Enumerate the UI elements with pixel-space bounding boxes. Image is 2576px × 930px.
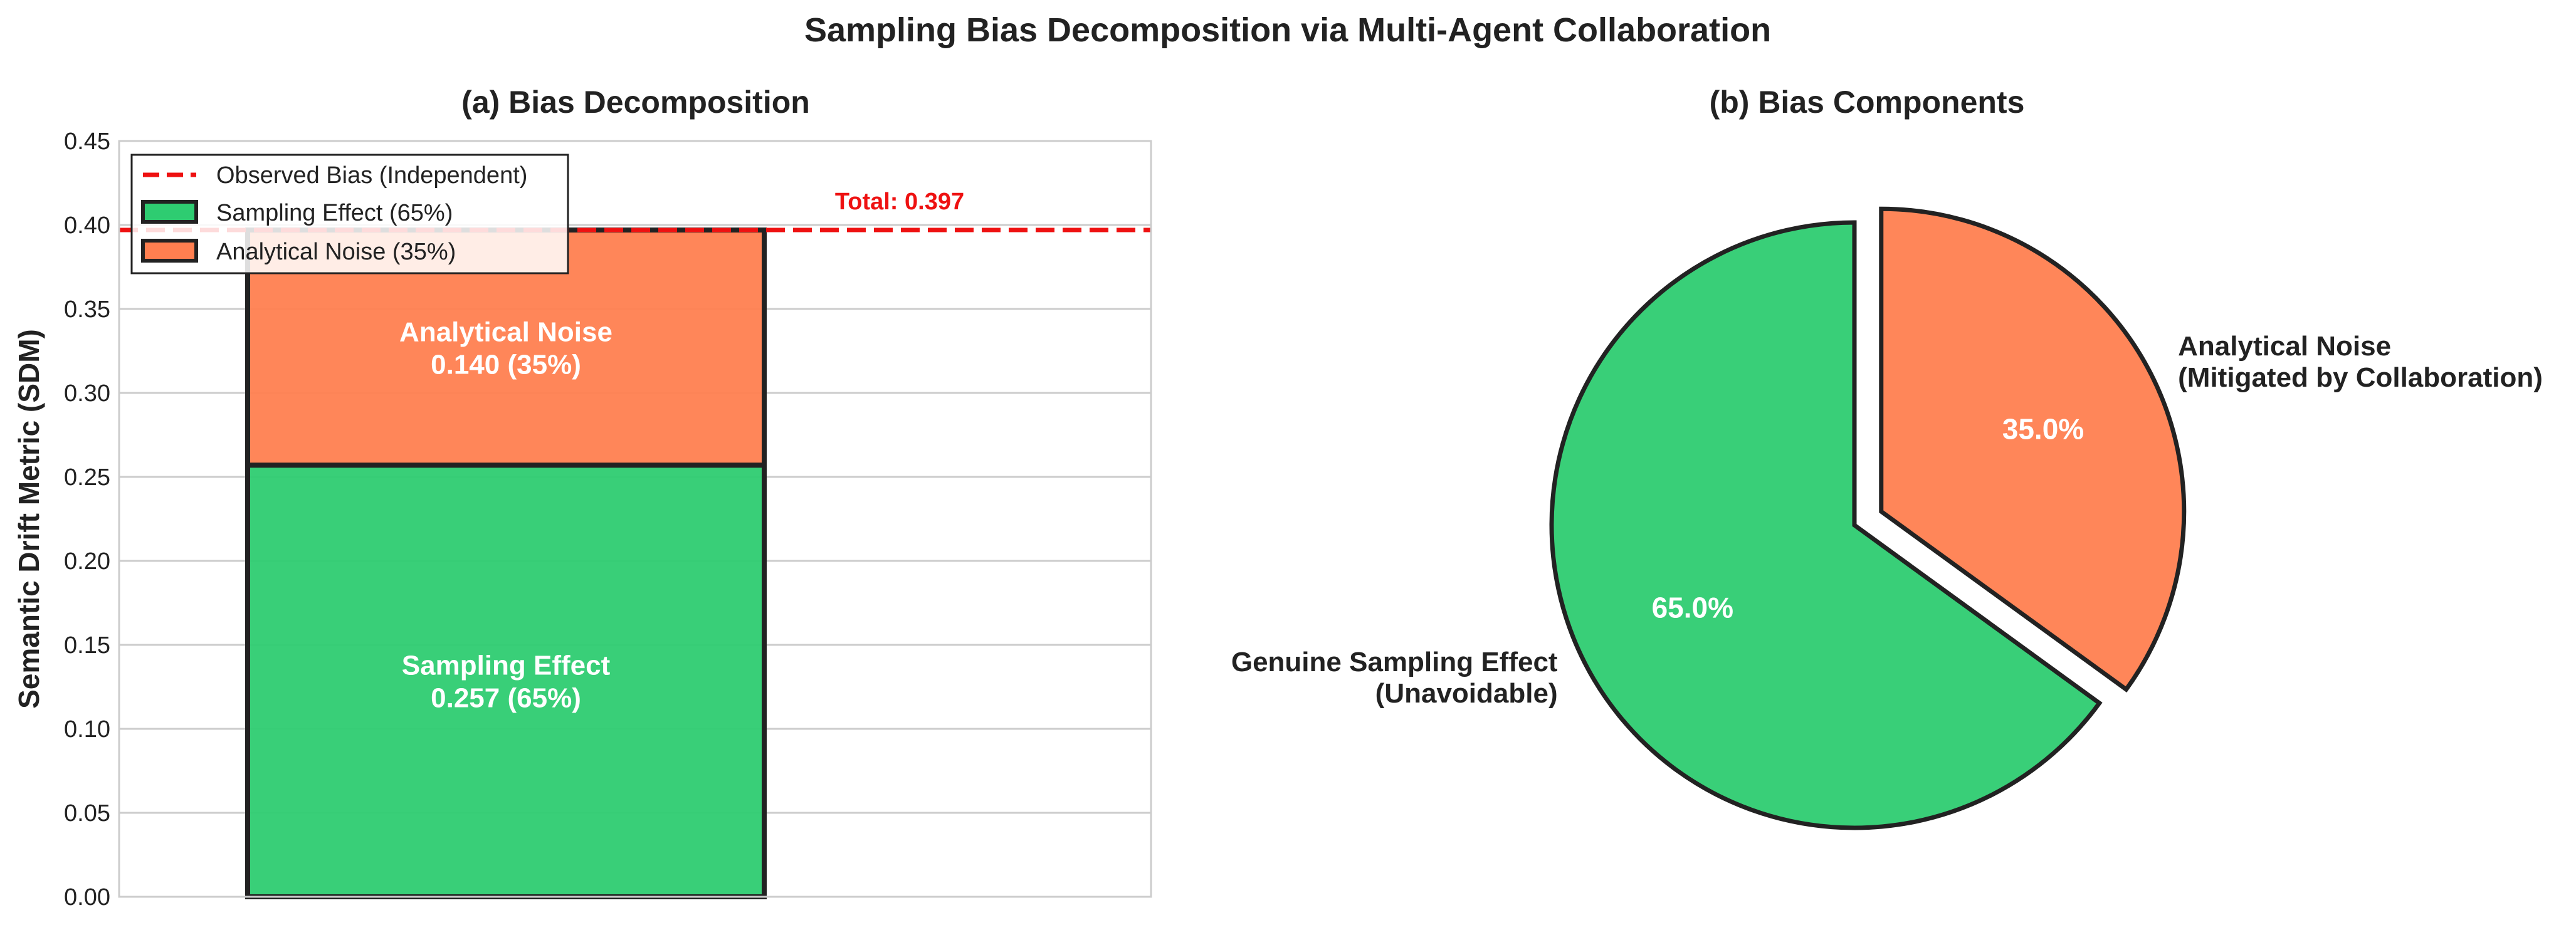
pie-chart-title: (b) Bias Components: [1710, 85, 2025, 120]
analytical-noise-bar-label: 0.140 (35%): [431, 350, 581, 380]
pie-label-sampling-effect: Genuine Sampling Effect: [1231, 647, 1558, 677]
legend-sampling-effect-label: Sampling Effect (65%): [216, 200, 453, 226]
total-annotation: Total: 0.397: [835, 189, 964, 215]
pie-pct-label-noise: 35.0%: [2002, 413, 2084, 446]
analytical-noise-bar-label: Analytical Noise: [399, 317, 612, 348]
sampling-effect-bar-label: Sampling Effect: [402, 650, 611, 681]
bar-chart-legend: Observed Bias (Independent) Sampling Effe…: [130, 154, 569, 274]
bar-chart-y-tick-label: 0.00: [64, 884, 110, 911]
bar-chart-legend-box: [130, 154, 569, 274]
bar-chart-y-tick-label: 0.35: [64, 296, 110, 323]
pie-label-analytical-noise: (Mitigated by Collaboration): [2178, 362, 2543, 393]
bar-chart-y-tick-label: 0.20: [64, 548, 110, 575]
legend-observed-bias-label: Observed Bias (Independent): [216, 162, 527, 189]
bar-chart-y-tick-label: 0.15: [64, 632, 110, 659]
bar-chart-panel: (a) Bias Decomposition 0.000.050.100.150…: [13, 85, 1152, 911]
legend-analytical-noise-label: Analytical Noise (35%): [216, 239, 456, 265]
pie-pct-label-sampling: 65.0%: [1652, 592, 1733, 624]
bar-chart-y-ticks: 0.00 0.05 0.10 0.15 0.20 0.25 0.30 0.35 0.40 0.45: [64, 128, 110, 911]
bar-chart-y-tick-label: 0.10: [64, 716, 110, 743]
bar-chart-y-tick-label: 0.30: [64, 380, 110, 407]
sampling-effect-bar-label: 0.257 (65%): [431, 683, 581, 714]
bar-chart-y-tick-label: 0.05: [64, 800, 110, 827]
pie-label-analytical-noise: Analytical Noise: [2178, 331, 2391, 362]
bar-chart-y-tick-label: 0.40: [64, 212, 110, 239]
figure-suptitle: Sampling Bias Decomposition via Multi-Ag…: [804, 11, 1771, 49]
pie-chart-panel: (b) Bias Components 65.0% Genuine Samplin…: [1231, 85, 2543, 830]
bar-chart-title: (a) Bias Decomposition: [461, 85, 810, 120]
legend-analytical-noise-swatch: [141, 239, 198, 263]
pie-label-sampling-effect: (Unavoidable): [1375, 678, 1558, 709]
bar-chart-y-tick-label: 0.45: [64, 128, 110, 155]
bar-chart-y-tick-label: 0.25: [64, 464, 110, 491]
legend-sampling-effect-swatch: [141, 200, 198, 224]
bar-chart-frame: [118, 140, 1152, 898]
bar-chart-y-axis-label: Semantic Drift Metric (SDM): [13, 329, 45, 709]
pie-chart-slices: 65.0% Genuine Sampling Effect(Unavoidable…: [1231, 206, 2543, 830]
pie-slice-analytical-noise: [1879, 206, 2187, 693]
pie-slice-sampling-effect: [1549, 220, 2103, 830]
